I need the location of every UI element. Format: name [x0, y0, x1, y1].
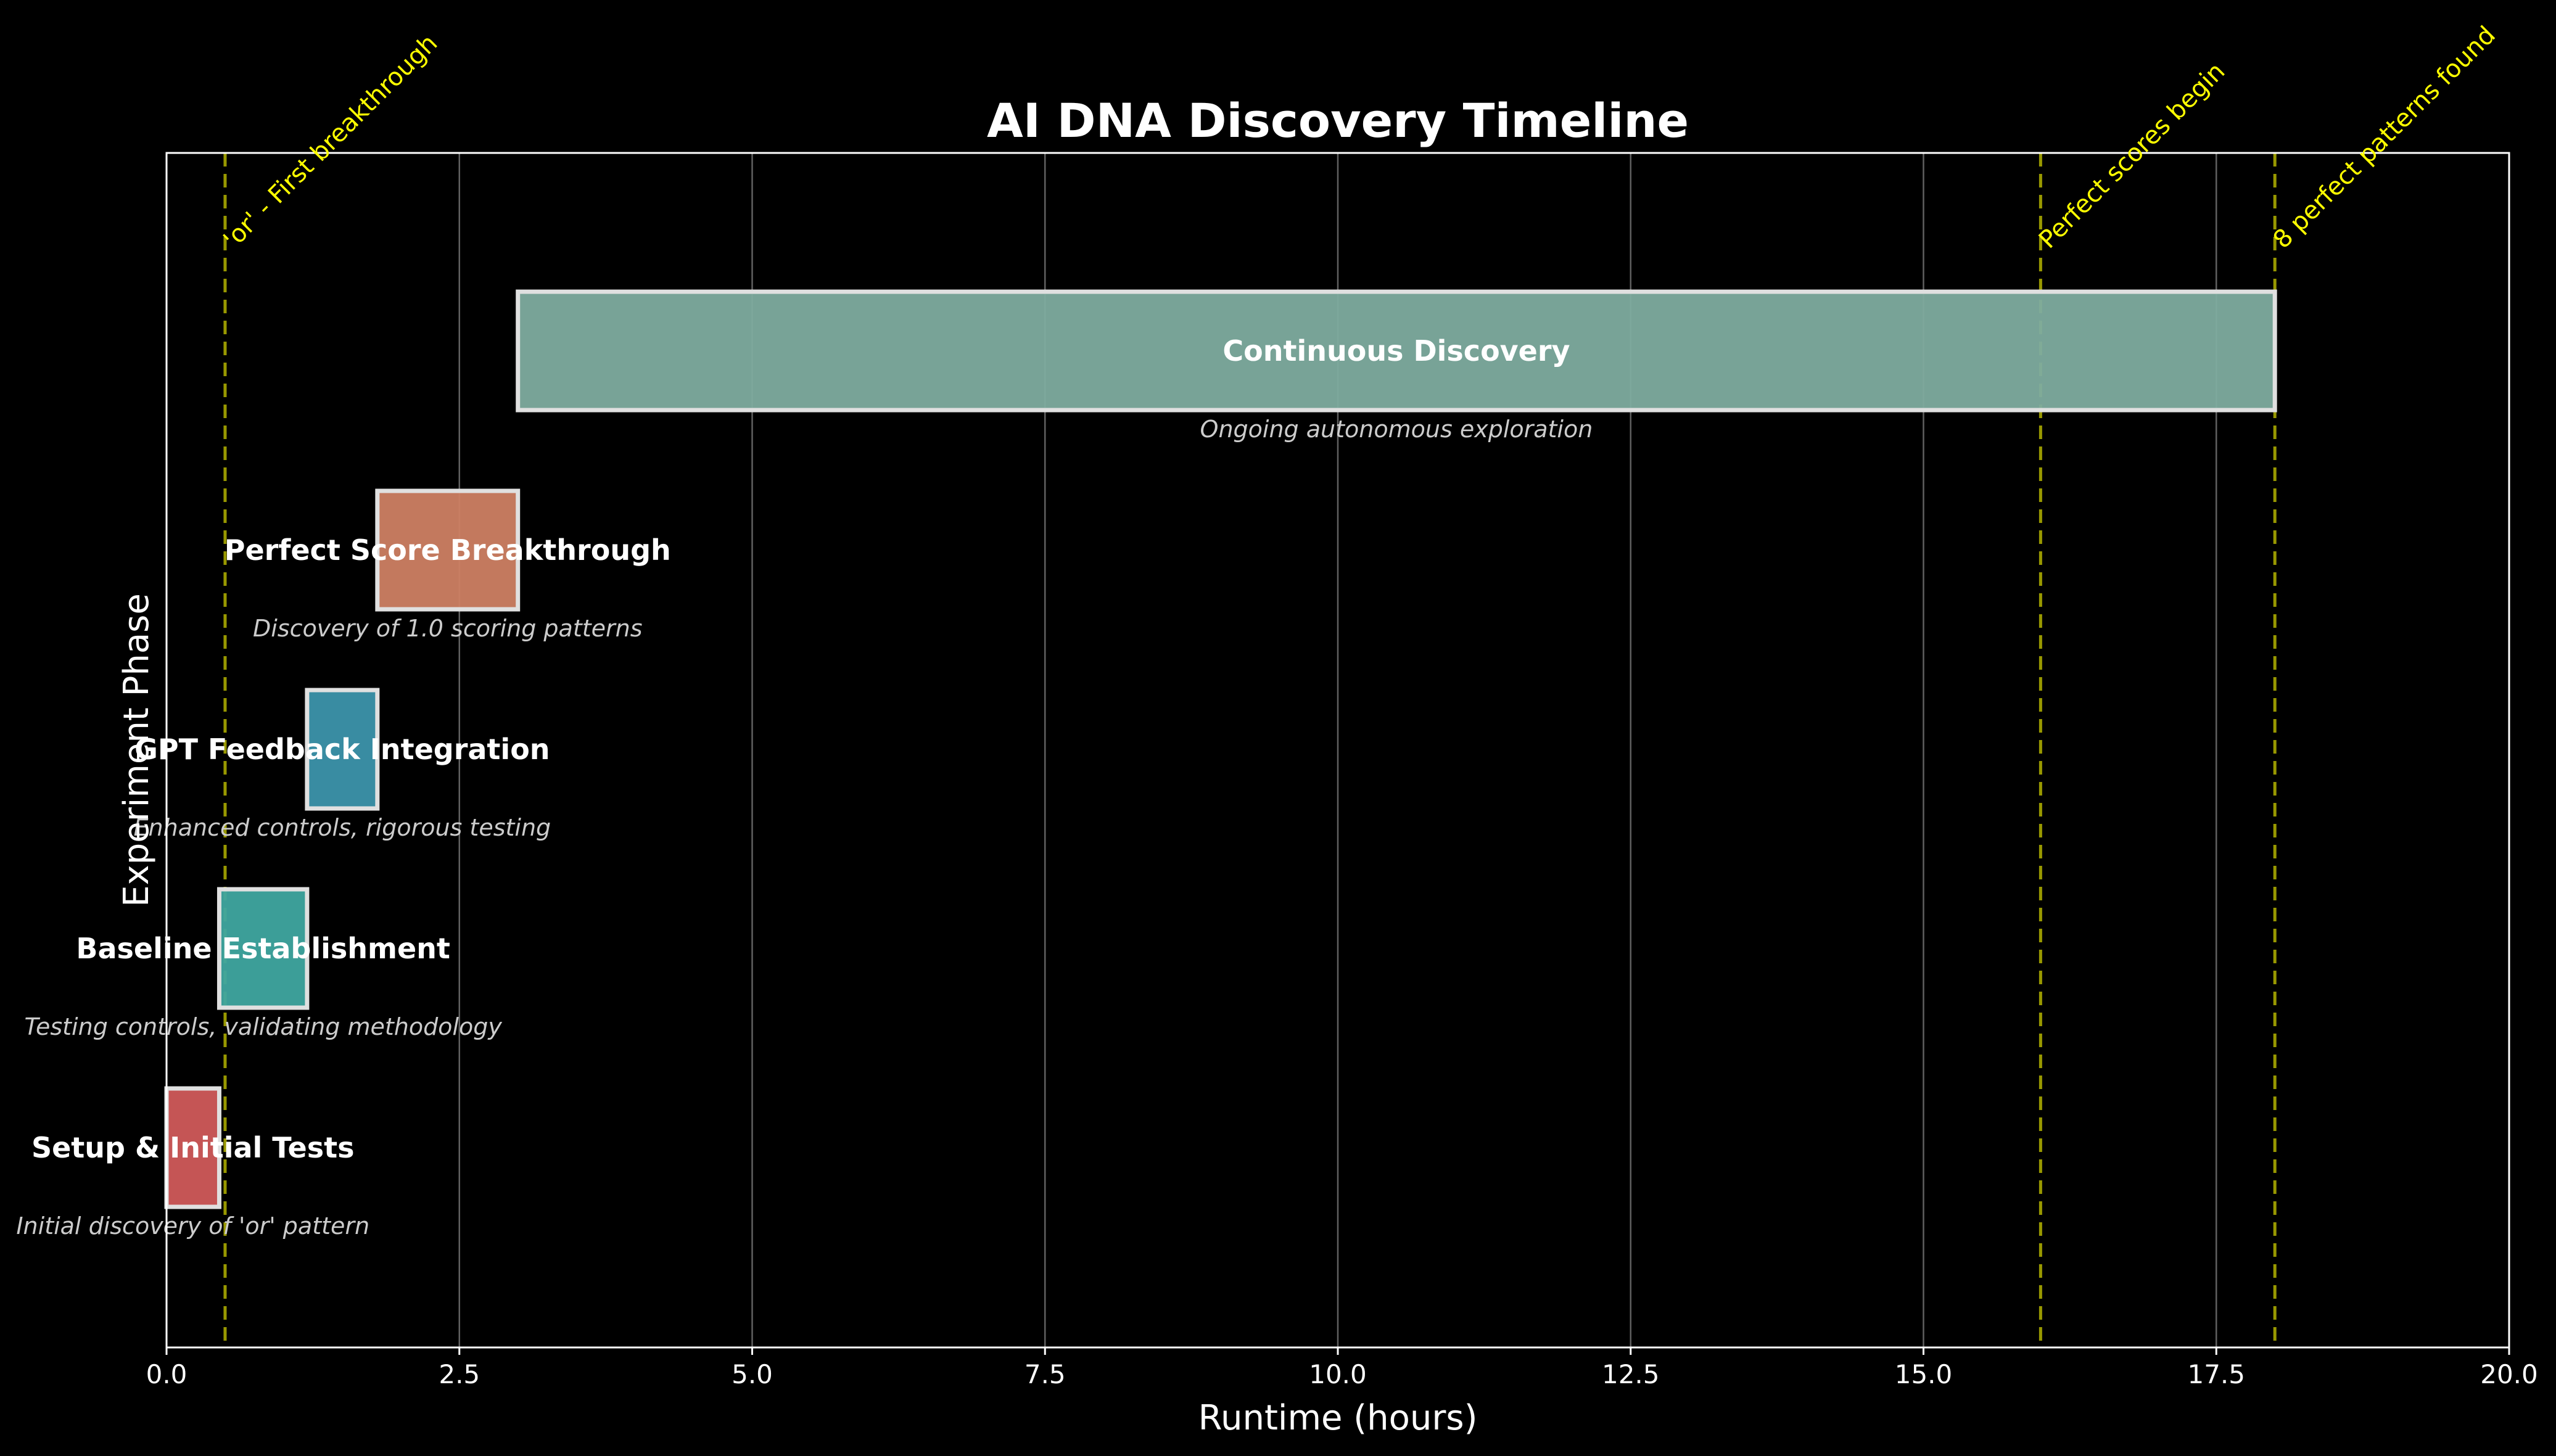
phase-label: Baseline Establishment: [76, 932, 450, 965]
x-tick-label: 15.0: [1895, 1359, 1953, 1389]
phase-description: Enhanced controls, rigorous testing: [134, 814, 551, 841]
phase-label: Setup & Initial Tests: [31, 1131, 355, 1164]
phase-description: Discovery of 1.0 scoring patterns: [253, 615, 643, 642]
x-tick-label: 5.0: [732, 1359, 773, 1389]
phase-label: Perfect Score Breakthrough: [225, 533, 671, 567]
phase-bar: [164, 1086, 221, 1209]
phase-bar: [375, 488, 521, 612]
chart-title: AI DNA Discovery Timeline: [987, 93, 1689, 148]
x-tick-label: 7.5: [1024, 1359, 1066, 1389]
phase-description: Initial discovery of 'or' pattern: [16, 1212, 369, 1240]
phase-description: Testing controls, validating methodology: [24, 1013, 502, 1040]
x-tick-label: 2.5: [439, 1359, 480, 1389]
x-tick-label: 10.0: [1309, 1359, 1367, 1389]
x-tick-label: 12.5: [1602, 1359, 1660, 1389]
phase-bar: [216, 887, 310, 1010]
phase-bar: [516, 289, 2277, 413]
phase-label: GPT Feedback Integration: [134, 733, 550, 766]
phase-label: Continuous Discovery: [1222, 334, 1570, 368]
y-axis-label: Experiment Phase: [117, 593, 157, 907]
x-tick-label: 17.5: [2187, 1359, 2245, 1389]
phase-description: Ongoing autonomous exploration: [1200, 416, 1593, 443]
x-tick-label: 0.0: [146, 1359, 188, 1389]
phase-bars: [164, 289, 2277, 1209]
x-axis-ticks: 0.0 2.5 5.0 7.5 10.0 12.5 15.0 17.5 20.0: [146, 1347, 2538, 1389]
x-axis-label: Runtime (hours): [1198, 1398, 1478, 1438]
phase-bar: [305, 688, 380, 811]
phase-labels: Setup & Initial Tests Initial discovery o…: [16, 334, 1593, 1240]
x-tick-label: 20.0: [2480, 1359, 2538, 1389]
